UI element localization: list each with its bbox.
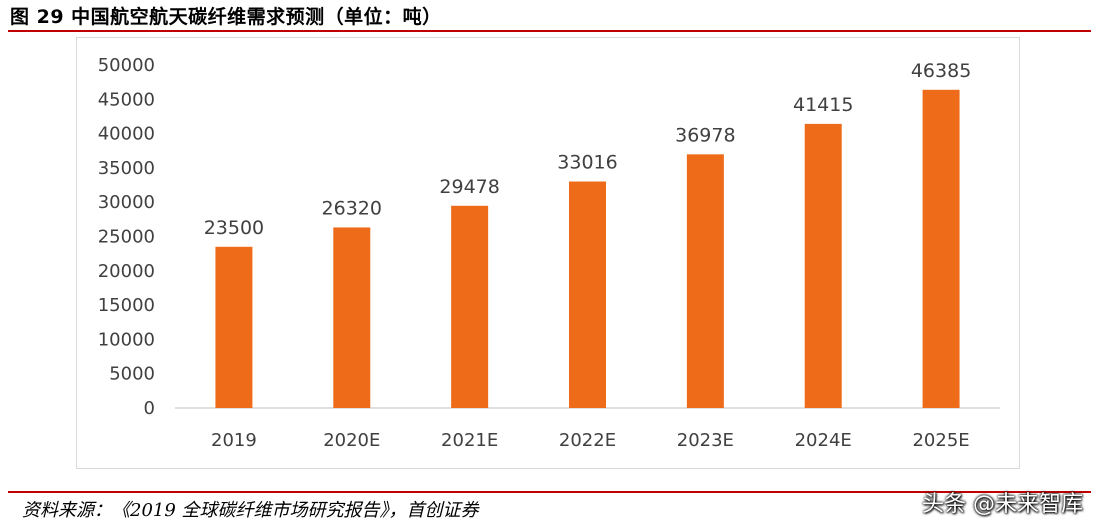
title-divider (8, 30, 1091, 32)
bar-2020E (333, 227, 371, 408)
x-tick-label: 2019 (211, 430, 257, 451)
x-tick-label: 2023E (677, 430, 734, 451)
source-divider (8, 491, 1091, 493)
x-tick-label: 2025E (912, 430, 969, 451)
watermark: 头条 @未来智库 (922, 492, 1083, 517)
x-tick-label: 2022E (559, 430, 616, 451)
data-label: 46385 (911, 60, 971, 82)
y-tick-label: 35000 (98, 158, 155, 179)
bar-2025E (922, 89, 960, 409)
y-tick-label: 30000 (98, 192, 155, 213)
bar-2022E (569, 181, 606, 408)
figure-title: 图 29 中国航空航天碳纤维需求预测（单位：吨） (10, 6, 442, 28)
bar-2021E (451, 205, 489, 408)
y-tick-label: 25000 (98, 227, 155, 248)
y-tick-label: 45000 (98, 89, 155, 110)
source-note: 资料来源：《2019 全球碳纤维市场研究报告》，首创证券 (22, 500, 479, 521)
y-tick-label: 20000 (98, 261, 155, 282)
y-tick-label: 5000 (109, 364, 155, 385)
data-label: 29478 (439, 176, 499, 198)
data-label: 41415 (793, 94, 853, 116)
data-label: 26320 (322, 197, 382, 219)
y-tick-label: 15000 (98, 295, 155, 316)
bar-2024E (804, 123, 842, 408)
x-tick-label: 2020E (323, 430, 380, 451)
chart-frame (76, 37, 1020, 469)
y-tick-label: 40000 (98, 124, 155, 145)
data-label: 23500 (204, 217, 264, 239)
x-tick-label: 2021E (441, 430, 498, 451)
bar-2023E (686, 154, 724, 408)
data-label: 33016 (557, 152, 617, 174)
data-label: 36978 (675, 124, 735, 146)
y-tick-label: 50000 (98, 55, 155, 76)
y-tick-label: 10000 (98, 329, 155, 350)
x-tick-label: 2024E (795, 430, 852, 451)
bar-2019 (215, 246, 253, 408)
y-tick-label: 0 (144, 398, 155, 419)
